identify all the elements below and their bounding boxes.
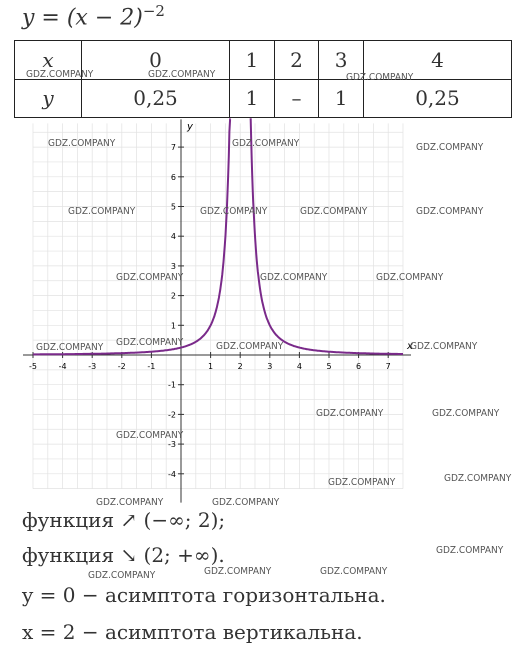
y-tick-label: -3 — [168, 440, 176, 449]
x-tick-label: 6 — [356, 362, 361, 371]
watermark: GDZ.COMPANY — [68, 206, 136, 217]
text-line: y = 0 − асимптота горизонтальна. — [22, 583, 386, 607]
text-line: функция ↗ (−∞; 2); — [22, 508, 226, 532]
table-cell: 1 — [229, 40, 275, 80]
watermark: GDZ.COMPANY — [204, 566, 272, 577]
x-tick-label: 4 — [297, 362, 302, 371]
watermark: GDZ.COMPANY — [320, 566, 388, 577]
watermark: GDZ.COMPANY — [432, 408, 500, 419]
formula-exponent: −2 — [142, 2, 165, 20]
table-cell: 4 — [362, 40, 513, 80]
watermark: GDZ.COMPANY — [346, 72, 414, 83]
table-cell: 1 — [229, 78, 275, 118]
y-tick-label: 4 — [171, 232, 176, 241]
watermark: GDZ.COMPANY — [36, 342, 104, 353]
x-tick-label: 7 — [386, 362, 391, 371]
y-tick-label: 1 — [171, 321, 176, 330]
watermark: GDZ.COMPANY — [444, 473, 512, 484]
y-axis-label: y — [186, 121, 194, 132]
y-tick-label: 7 — [171, 143, 176, 152]
table-cell: – — [273, 78, 320, 118]
text-line: x = 2 − асимптота вертикальна. — [22, 620, 363, 644]
watermark: GDZ.COMPANY — [410, 341, 478, 352]
table-cell: 0,25 — [80, 78, 231, 118]
watermark: GDZ.COMPANY — [232, 138, 300, 149]
function-curve — [33, 118, 232, 356]
table-cell: 0 — [80, 40, 231, 80]
x-tick-label: -2 — [118, 362, 126, 371]
function-curve — [249, 118, 403, 355]
watermark: GDZ.COMPANY — [300, 206, 368, 217]
y-tick-label: 2 — [171, 292, 176, 301]
watermark: GDZ.COMPANY — [48, 138, 116, 149]
x-axis-label: x — [406, 341, 413, 352]
y-tick-label: -2 — [168, 410, 176, 419]
formula-base: y = (x − 2) — [22, 5, 143, 31]
watermark: GDZ.COMPANY — [116, 337, 184, 348]
x-tick-label: 5 — [326, 362, 331, 371]
x-tick-label: -1 — [147, 362, 155, 371]
watermark: GDZ.COMPANY — [148, 69, 216, 80]
watermark: GDZ.COMPANY — [416, 142, 484, 153]
y-tick-label: 3 — [171, 262, 176, 271]
table-cell: 0,25 — [362, 78, 513, 118]
table-cell: y — [14, 78, 82, 118]
watermark: GDZ.COMPANY — [116, 272, 184, 283]
watermark: GDZ.COMPANY — [416, 206, 484, 217]
watermark: GDZ.COMPANY — [376, 272, 444, 283]
table-cell: 3 — [318, 40, 364, 80]
y-tick-label: -1 — [168, 381, 176, 390]
formula: y = (x − 2)−2 — [22, 2, 165, 30]
watermark: GDZ.COMPANY — [260, 272, 328, 283]
value-table: x 0 1 2 3 4 y 0,25 1–1 0,25 — [14, 40, 513, 118]
watermark: GDZ.COMPANY — [200, 206, 268, 217]
x-tick-label: -5 — [29, 362, 37, 371]
watermark: GDZ.COMPANY — [212, 497, 280, 508]
table-row: y 0,25 1–1 0,25 — [14, 78, 513, 118]
x-tick-label: 1 — [208, 362, 213, 371]
y-tick-label: -4 — [168, 470, 176, 479]
watermark: GDZ.COMPANY — [96, 497, 164, 508]
watermark: GDZ.COMPANY — [116, 430, 184, 441]
y-tick-label: 6 — [171, 173, 176, 182]
x-tick-label: 2 — [238, 362, 243, 371]
watermark: GDZ.COMPANY — [216, 341, 284, 352]
text-line: функция ↘ (2; +∞). — [22, 543, 225, 567]
x-tick-label: 3 — [267, 362, 272, 371]
x-tick-label: -4 — [59, 362, 67, 371]
watermark: GDZ.COMPANY — [436, 545, 504, 556]
y-tick-label: 5 — [171, 203, 176, 212]
watermark: GDZ.COMPANY — [26, 69, 94, 80]
table-cell: 1 — [318, 78, 364, 118]
watermark: GDZ.COMPANY — [328, 477, 396, 488]
watermark: GDZ.COMPANY — [88, 570, 156, 581]
watermark: GDZ.COMPANY — [316, 408, 384, 419]
x-tick-label: -3 — [88, 362, 96, 371]
